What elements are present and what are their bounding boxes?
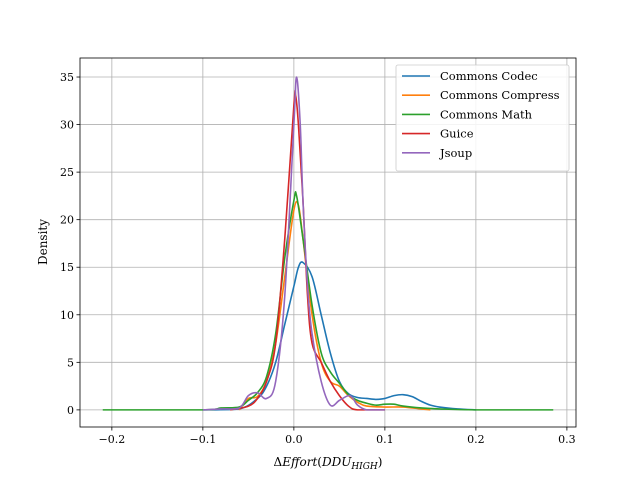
y-tick-label: 5 xyxy=(67,356,74,369)
legend: Commons Codec Commons Compress Commons Mat… xyxy=(395,64,570,172)
y-tick-label: 30 xyxy=(60,119,74,132)
y-axis-label: Density xyxy=(36,219,50,265)
y-tick-label: 10 xyxy=(60,309,74,322)
legend-label-commons-codec: Commons Codec xyxy=(440,69,538,83)
series-line-commons-math xyxy=(102,191,554,411)
y-tick-label: 20 xyxy=(60,214,74,227)
plot-frame xyxy=(79,57,577,428)
legend-label-commons-compress: Commons Compress xyxy=(440,88,560,102)
x-tick-label: 0.3 xyxy=(558,433,576,446)
y-tick-label: 35 xyxy=(60,71,74,84)
y-tick-label: 25 xyxy=(60,166,74,179)
series-line-jsoup xyxy=(202,76,385,411)
y-tick-label: 15 xyxy=(60,261,74,274)
legend-label-commons-math: Commons Math xyxy=(440,107,533,121)
x-tick-label: 0.1 xyxy=(376,433,394,446)
legend-label-jsoup: Jsoup xyxy=(439,146,472,160)
x-tick-label: −0.2 xyxy=(98,433,125,446)
series-line-guice xyxy=(230,89,385,411)
y-tick-label: 0 xyxy=(67,404,74,417)
legend-box xyxy=(395,64,570,172)
ticks: −0.2 −0.1 0.0 0.1 0.2 0.3 0 5 10 15 20 25 30 35 xyxy=(60,71,576,446)
x-tick-label: 0.2 xyxy=(467,433,485,446)
series-layer xyxy=(102,76,554,411)
x-axis-label: ΔEffort(DDUHIGH) xyxy=(274,455,383,472)
legend-label-guice: Guice xyxy=(440,127,474,141)
x-tick-label: −0.1 xyxy=(190,433,217,446)
x-tick-label: 0.0 xyxy=(285,433,303,446)
